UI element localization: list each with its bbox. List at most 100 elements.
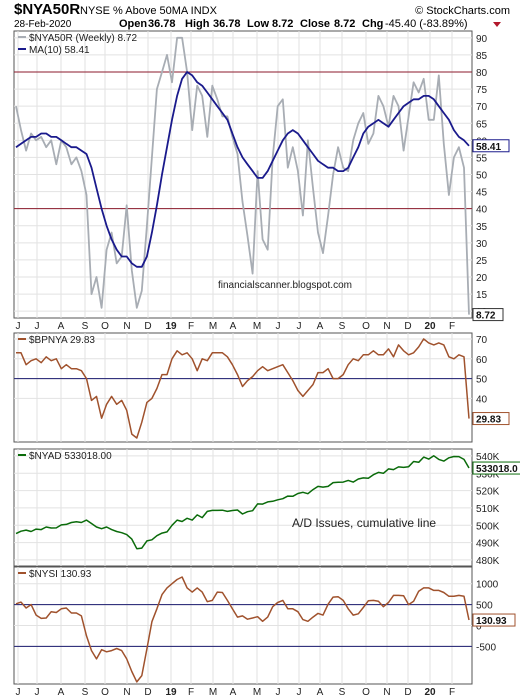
y-tick-label: 510K	[476, 504, 500, 515]
legend-entry: $NYSI 130.93	[29, 569, 92, 580]
legend-entry: $NYAD 533018.00	[29, 451, 112, 462]
x-tick-label: S	[339, 321, 346, 332]
x-tick-label-bottom: M	[253, 687, 261, 698]
y-tick-label: 70	[476, 335, 488, 346]
y-tick-label: 45	[476, 188, 488, 199]
x-tick-label: J	[16, 321, 21, 332]
y-tick-label: 60	[476, 355, 488, 366]
date-label: 28-Feb-2020	[14, 19, 72, 30]
x-tick-label-bottom: N	[383, 687, 390, 698]
panel-nyad: 480K 490K 500K 510K 520K 530K 540K $NYAD 533018…	[13, 448, 520, 567]
open-value: 36.78	[148, 18, 176, 30]
x-tick-label: A	[317, 321, 324, 332]
y-tick-label: 480K	[476, 556, 500, 567]
last-value-tag: 29.83	[476, 415, 501, 426]
ma-value-tag-box	[472, 139, 510, 153]
x-tick-label: A	[58, 321, 65, 332]
x-tick-label-bottom: J	[276, 687, 281, 698]
y-tick-label: 500K	[476, 521, 500, 532]
legend-entry: $NYA50R (Weekly) 8.72	[29, 33, 137, 44]
legend-entry: $BPNYA 29.83	[29, 335, 95, 346]
x-tick-label-bottom: N	[123, 687, 130, 698]
chg-value: -45.40 (-83.89%)	[385, 18, 468, 30]
y-tick-label: 530K	[476, 469, 500, 480]
y-tick-label: 65	[476, 119, 488, 130]
x-tick-label: J	[35, 321, 40, 332]
y-tick-label: 15	[476, 290, 488, 301]
down-arrow-icon	[493, 22, 501, 27]
y-tick-label: 90	[476, 34, 488, 45]
y-tick-label: 20	[476, 273, 488, 284]
y-tick-label: 40	[476, 205, 488, 216]
y-tick-label: 55	[476, 153, 488, 164]
y-tick-label: 85	[476, 51, 488, 62]
x-tick-label: A	[230, 321, 237, 332]
x-tick-label-bottom: F	[188, 687, 194, 698]
x-tick-label-bottom: S	[82, 687, 89, 698]
y-tick-label: 75	[476, 85, 488, 96]
close-value: 8.72	[334, 18, 355, 30]
series-line-nya50r-1	[15, 71, 470, 268]
low-label: Low	[247, 18, 269, 30]
last-value-tag-box	[472, 461, 520, 475]
y-tick-label: 30	[476, 239, 488, 250]
symbol-description: NYSE % Above 50MA INDX	[80, 5, 218, 17]
y-tick-label: 520K	[476, 487, 500, 498]
legend-entry: MA(10) 58.41	[29, 45, 90, 56]
x-tick-label: 19	[165, 321, 177, 332]
x-tick-label: S	[82, 321, 89, 332]
x-tick-label-bottom: J	[35, 687, 40, 698]
ma-value-tag: 58.41	[476, 142, 501, 153]
x-tick-label-bottom: 20	[424, 687, 436, 698]
low-value: 8.72	[272, 18, 293, 30]
x-tick-label-bottom: D	[404, 687, 411, 698]
series-line-bpnya-0	[16, 338, 470, 439]
last-value-tag: 130.93	[476, 616, 507, 627]
x-tick-label-bottom: M	[209, 687, 217, 698]
x-tick-label-bottom: F	[449, 687, 455, 698]
last-value-tag: 533018.0	[476, 464, 518, 475]
y-tick-label: 0	[476, 622, 482, 633]
x-tick-label-bottom: A	[230, 687, 237, 698]
x-tick-label: J	[297, 321, 302, 332]
x-tick-label: D	[144, 321, 151, 332]
y-tick-label: 540K	[476, 452, 500, 463]
x-tick-label-bottom: J	[16, 687, 21, 698]
symbol-title: $NYA50R	[14, 1, 80, 18]
x-tick-label: M	[209, 321, 217, 332]
x-tick-label: O	[362, 321, 370, 332]
x-tick-label-bottom: A	[317, 687, 324, 698]
x-tick-label: M	[253, 321, 261, 332]
series-line-nyad-0	[15, 455, 470, 550]
last-value-tag-box	[472, 412, 510, 426]
last-value-tag-box	[472, 613, 516, 627]
y-tick-label: 40	[476, 394, 488, 405]
x-tick-label: F	[449, 321, 455, 332]
chart-header: $NYA50R NYSE % Above 50MA INDX © StockCh…	[14, 1, 510, 30]
x-tick-label: O	[101, 321, 109, 332]
x-tick-label: F	[188, 321, 194, 332]
x-tick-label-bottom: S	[339, 687, 346, 698]
x-tick-label-bottom: 19	[165, 687, 177, 698]
panel-bpnya: 40 50 60 70 $BPNYA 29.83 29.83	[13, 332, 510, 443]
open-label: Open	[119, 18, 147, 30]
x-tick-label-bottom: D	[144, 687, 151, 698]
y-tick-label: 1000	[476, 580, 499, 591]
y-tick-label: 80	[476, 68, 488, 79]
panel-nysi: -500 0 500 1000 $NYSI 130.93 130.93	[13, 566, 516, 685]
high-label: High	[185, 18, 210, 30]
y-tick-label: 500	[476, 601, 493, 612]
last-value-tag-box	[472, 308, 504, 322]
series-line-nysi-0	[15, 576, 470, 683]
x-tick-label: N	[383, 321, 390, 332]
chart-annotation: A/D Issues, cumulative line	[292, 516, 436, 530]
panel-nya50r: 1015202530354045505560657075808590$NYA50…	[13, 30, 510, 332]
watermark: © StockCharts.com	[415, 5, 510, 17]
x-tick-label-bottom: J	[297, 687, 302, 698]
y-tick-label: 490K	[476, 539, 500, 550]
close-label: Close	[300, 18, 330, 30]
x-tick-label: D	[404, 321, 411, 332]
high-value: 36.78	[213, 18, 241, 30]
x-tick-label-bottom: O	[362, 687, 370, 698]
